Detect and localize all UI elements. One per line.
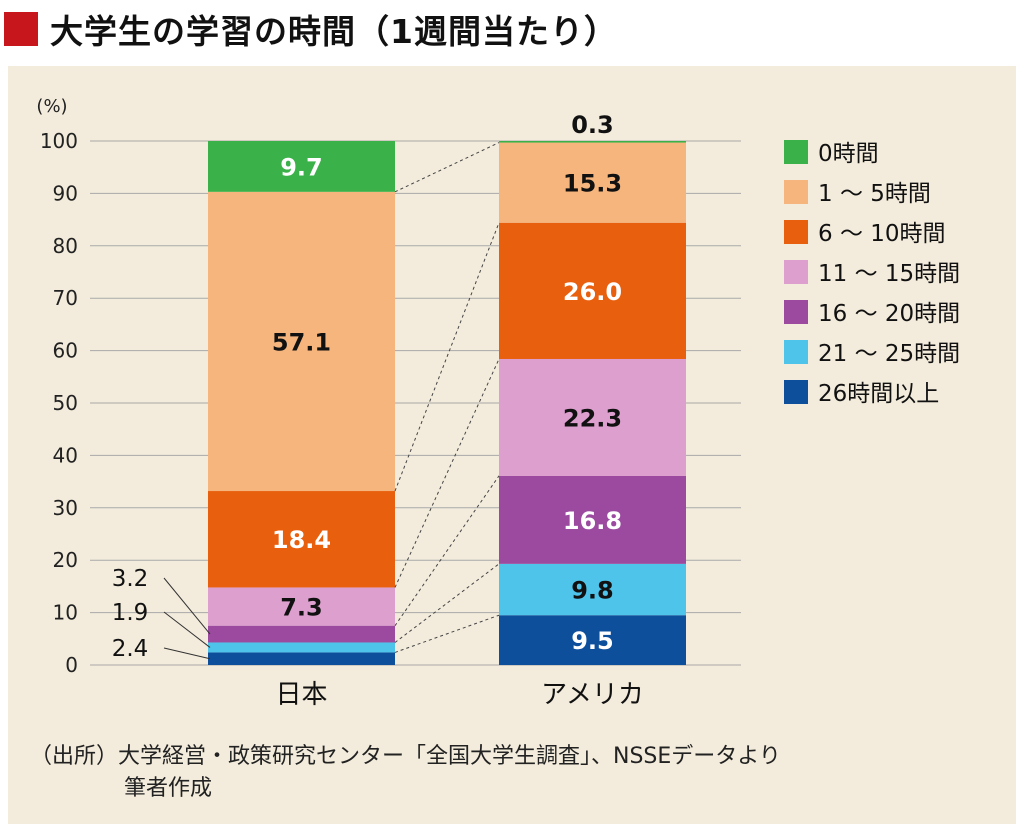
y-tick-label: 50 [53,391,78,415]
bar-segment [499,142,686,223]
bar-segment [208,642,395,653]
bar-segment [208,191,395,492]
legend-swatch [784,220,808,244]
y-tick-label: 30 [53,496,78,520]
legend-swatch [784,180,808,204]
legend-label: 26時間以上 [818,381,939,407]
callout-label: 2.4 [112,636,149,662]
connector-line [394,222,500,492]
bar-segment [499,475,686,564]
legend-swatch [784,260,808,284]
legend-swatch [784,300,808,324]
bar-segment [208,491,395,588]
data-label: 22.3 [563,404,622,432]
callout-leader [163,611,211,648]
y-tick-label: 60 [53,339,78,363]
y-tick-label: 90 [53,181,78,205]
y-tick-label: 70 [53,286,78,310]
legend-label: 1 ～ 5時間 [818,181,931,207]
callout-leader [163,647,211,660]
legend-label: 11 ～ 15時間 [818,261,960,287]
bar-segment [208,141,395,192]
bar-segment [499,222,686,359]
legend-label: 16 ～ 20時間 [818,301,960,327]
connector-line [394,358,500,588]
connector-line [394,614,500,653]
y-tick-label: 40 [53,443,78,467]
bar-segment [208,652,395,665]
bar-segment [499,358,686,476]
y-tick-label: 80 [53,234,78,258]
connector-line [394,563,500,643]
bar-segment [499,615,686,665]
y-tick-label: 10 [53,601,78,625]
chart-title: 大学生の学習の時間（1週間当たり） [50,12,618,51]
callout-leader [163,577,211,635]
title-marker-icon [4,12,38,46]
data-label: 15.3 [563,170,622,198]
callout-label: 3.2 [112,566,149,592]
legend-label: 6 ～ 10時間 [818,221,946,247]
data-label: 16.8 [563,507,622,535]
stacked-bar-chart: 0 10 20 30 40 50 60 70 80 90 100 (%) 日本 アメリカ 7.3 18.4 57… [36,96,960,710]
x-category-label: 日本 [275,680,327,710]
data-label: 9.8 [571,577,614,605]
chart-panel: 0 10 20 30 40 50 60 70 80 90 100 (%) 日本 アメリカ 7.3 18.4 57… [8,66,1016,824]
legend-swatch [784,340,808,364]
x-category-label: アメリカ [541,680,644,710]
data-label: 18.4 [272,526,331,554]
y-unit-label: (%) [36,96,67,117]
legend-label: 21 ～ 25時間 [818,341,960,367]
data-label: 57.1 [272,328,331,356]
title-row: 大学生の学習の時間（1週間当たり） [0,4,618,54]
data-label: 9.7 [280,153,323,181]
data-label: 0.3 [571,111,614,139]
legend-swatch [784,380,808,404]
y-tick-label: 20 [53,548,78,572]
bar-segment [499,141,686,143]
source-note-author: 筆者作成 [124,776,213,801]
bar-segment [499,563,686,616]
data-label: 9.5 [571,627,614,655]
legend-label: 0時間 [818,141,879,167]
bar-segment [208,625,395,643]
legend-swatch [784,140,808,164]
connector-line [394,142,500,193]
y-tick-label: 0 [65,653,78,677]
y-tick-label: 100 [40,129,78,153]
data-label: 7.3 [280,594,323,622]
callout-label: 1.9 [112,600,149,626]
source-note: （出所）大学経営・政策研究センター「全国大学生調査」、NSSEデータより [30,744,781,769]
connector-line [394,475,500,626]
data-label: 26.0 [563,278,622,306]
bar-segment [208,587,395,626]
